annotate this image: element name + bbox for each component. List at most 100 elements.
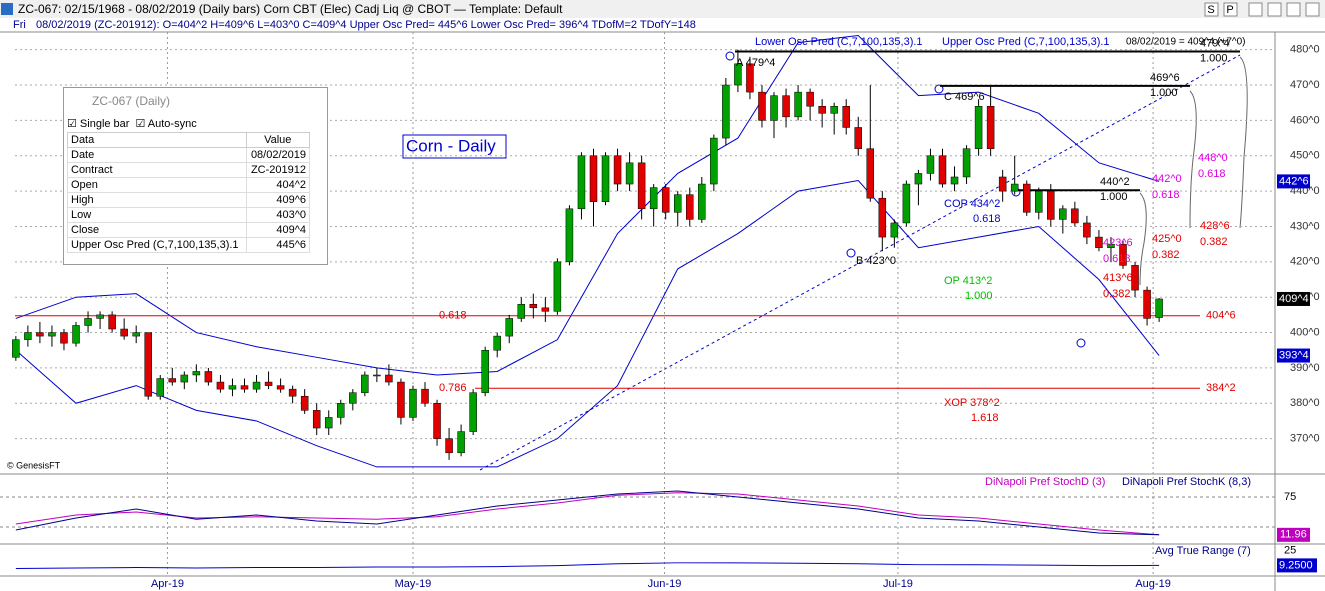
last-value: 11.96 bbox=[1280, 529, 1307, 541]
annotation: Upper Osc Pred (C,7,100,135,3).1 bbox=[942, 36, 1110, 48]
y-tick-label: 400^0 bbox=[1290, 326, 1320, 338]
y-tick-label: 450^0 bbox=[1290, 150, 1320, 162]
candle-body bbox=[156, 378, 165, 397]
candle-body bbox=[1155, 298, 1163, 318]
option-label: Single bar bbox=[79, 117, 130, 130]
candle-body bbox=[1119, 243, 1127, 266]
value: ZC-201912 bbox=[245, 162, 311, 178]
value: 409^6 bbox=[245, 192, 311, 208]
candle-body bbox=[312, 410, 321, 429]
last-value: 9.2500 bbox=[1279, 559, 1313, 571]
label: Date bbox=[67, 147, 247, 163]
candle-body bbox=[1143, 289, 1151, 319]
app-icon bbox=[1, 3, 13, 15]
row: Low 403^0 bbox=[67, 207, 311, 223]
annotation: 1.618 bbox=[971, 412, 999, 424]
candle-body bbox=[445, 438, 453, 454]
last-value: 442^6 bbox=[1279, 175, 1309, 187]
candle-body bbox=[1071, 208, 1079, 224]
candle-body bbox=[1095, 236, 1103, 248]
candle-body bbox=[252, 381, 261, 390]
annotation: Corn - Daily bbox=[406, 136, 496, 155]
panel-title: Avg True Range (7) bbox=[1155, 545, 1251, 557]
info-line: 08/02/2019 (ZC-201912): O=404^2 H=409^6 … bbox=[36, 19, 696, 31]
candle-body bbox=[349, 392, 357, 404]
candle-body bbox=[661, 187, 670, 213]
candle-body bbox=[541, 307, 550, 312]
candle-body bbox=[866, 148, 875, 199]
candle-body bbox=[553, 261, 562, 312]
candle-body bbox=[914, 173, 923, 185]
candle-body bbox=[806, 91, 814, 107]
last-value-box bbox=[1277, 348, 1310, 363]
column-header: Data bbox=[67, 132, 247, 148]
annotation: 0.382 bbox=[1103, 288, 1131, 300]
candle-body bbox=[469, 392, 477, 432]
candle-body bbox=[168, 378, 177, 383]
data-window[interactable]: ZC-067 (Daily) ☑ Single bar ☑ Auto-sync … bbox=[63, 87, 328, 265]
y-tick-label: 390^0 bbox=[1290, 362, 1320, 374]
data-table: Data Value Date 08/02/2019 Contract ZC-201912… bbox=[67, 132, 311, 253]
annotation: © GenesisFT bbox=[7, 460, 61, 470]
annotation: B 423^0 bbox=[856, 255, 896, 267]
candle-body bbox=[637, 162, 646, 210]
checkbox[interactable]: ☑ Single bar bbox=[67, 117, 130, 130]
atr-line bbox=[15, 562, 1160, 569]
data-window-title: ZC-067 (Daily) bbox=[92, 94, 171, 108]
value: 409^4 bbox=[245, 222, 311, 238]
x-tick-label: Aug-19 bbox=[1135, 578, 1170, 590]
candle-body bbox=[649, 187, 658, 210]
s-button-label[interactable]: S bbox=[1207, 4, 1214, 16]
level-label: 384^2 bbox=[1206, 382, 1236, 394]
window-title: ZC-067: 02/15/1968 - 08/02/2019 (Daily b… bbox=[18, 2, 563, 16]
pivot-b bbox=[846, 248, 856, 258]
candle-body bbox=[710, 137, 718, 185]
restore-button[interactable] bbox=[1267, 2, 1282, 17]
candle-body bbox=[890, 222, 899, 238]
level-label: 479^4 bbox=[1200, 37, 1230, 49]
candle-body bbox=[240, 385, 249, 390]
checkbox[interactable]: ☑ Auto-sync bbox=[135, 117, 197, 130]
close-button[interactable] bbox=[1305, 2, 1320, 17]
value: 403^0 bbox=[245, 207, 311, 223]
candle-body bbox=[938, 155, 947, 185]
annotation: 423^6 bbox=[1103, 237, 1133, 249]
candle-body bbox=[902, 183, 911, 224]
candle-body bbox=[324, 417, 333, 429]
y-tick-label: 370^0 bbox=[1290, 433, 1320, 445]
y-tick-label: 430^0 bbox=[1290, 220, 1320, 232]
candle-body bbox=[361, 374, 369, 393]
candle-body bbox=[421, 388, 429, 404]
y-tick-label: 75 bbox=[1284, 491, 1296, 503]
value: 404^2 bbox=[245, 177, 311, 193]
candle-body bbox=[770, 95, 778, 121]
row: Contract ZC-201912 bbox=[67, 162, 311, 178]
options: ☑ Single bar ☑ Auto-sync bbox=[64, 114, 327, 132]
last-value: 409^4 bbox=[1279, 293, 1309, 305]
label: Low bbox=[67, 207, 247, 223]
last-value-box bbox=[1277, 291, 1310, 306]
candle-body bbox=[48, 332, 56, 337]
minimize-button[interactable] bbox=[1248, 2, 1263, 17]
annotation: 1.000 bbox=[965, 290, 993, 302]
p-button-label[interactable]: P bbox=[1226, 4, 1233, 16]
info-day: Fri bbox=[13, 19, 26, 31]
annotation: 442^0 bbox=[1152, 173, 1182, 185]
level-ratio: 1.000 bbox=[1200, 52, 1228, 64]
fib-brackets bbox=[1139, 56, 1248, 286]
maximize-button[interactable] bbox=[1286, 2, 1301, 17]
candle-body bbox=[457, 431, 465, 454]
y-tick-label: 480^0 bbox=[1290, 44, 1320, 56]
candle-body bbox=[493, 335, 501, 351]
label: Open bbox=[67, 177, 247, 193]
candle-body bbox=[698, 183, 706, 220]
label: Close bbox=[67, 222, 247, 238]
candle-body bbox=[60, 332, 68, 344]
p-button[interactable] bbox=[1223, 2, 1238, 17]
annotation: OP 413^2 bbox=[944, 275, 992, 287]
candle-body bbox=[397, 381, 405, 418]
s-button[interactable] bbox=[1204, 2, 1219, 17]
annotation: 0.382 bbox=[1200, 236, 1228, 248]
